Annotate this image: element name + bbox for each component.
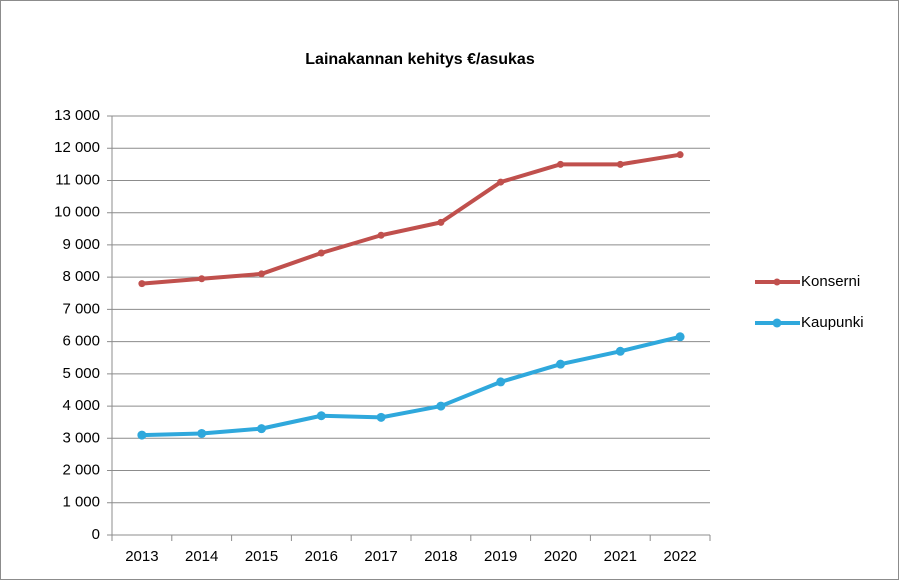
data-point (676, 151, 684, 159)
data-point (316, 411, 326, 421)
legend-marker (772, 318, 782, 328)
data-point (376, 412, 386, 422)
data-point (437, 218, 445, 226)
x-tick-label: 2017 (364, 548, 397, 565)
data-point (675, 332, 685, 342)
x-tick-label: 2019 (484, 548, 517, 565)
y-tick-label: 6 000 (62, 333, 100, 350)
y-tick-label: 8 000 (62, 268, 100, 285)
series-line (141, 334, 681, 438)
y-tick-label: 2 000 (62, 462, 100, 479)
data-point (317, 249, 325, 257)
y-tick-label: 0 (92, 526, 100, 543)
x-tick-label: 2016 (305, 548, 338, 565)
x-tick-label: 2021 (604, 548, 637, 565)
y-tick-label: 4 000 (62, 397, 100, 414)
x-tick-label: 2015 (245, 548, 278, 565)
data-point (436, 401, 446, 411)
data-point (138, 280, 146, 288)
data-point (497, 178, 505, 186)
legend-marker (773, 278, 781, 286)
y-tick-label: 10 000 (54, 204, 100, 221)
data-point (557, 160, 564, 168)
data-point (496, 377, 506, 387)
y-tick-label: 5 000 (62, 365, 100, 382)
series-line (141, 152, 681, 286)
chart-title: Lainakannan kehitys €/asukas (305, 51, 535, 68)
data-point (258, 270, 265, 278)
y-tick-label: 12 000 (54, 139, 100, 156)
y-tick-label: 3 000 (62, 429, 100, 446)
y-tick-label: 13 000 (54, 107, 100, 124)
data-point (197, 428, 207, 438)
legend-label: Kaupunki (801, 314, 864, 331)
y-tick-label: 7 000 (62, 300, 100, 317)
legend-label: Konserni (801, 273, 860, 290)
x-tick-label: 2014 (185, 548, 218, 565)
x-tick-label: 2022 (663, 548, 696, 565)
y-tick-label: 11 000 (55, 171, 100, 188)
x-tick-label: 2013 (125, 548, 158, 565)
data-point (556, 359, 565, 369)
x-tick-label: 2018 (424, 548, 457, 565)
y-tick-label: 1 000 (62, 494, 100, 511)
data-point (198, 275, 206, 283)
data-point (257, 424, 266, 434)
data-point (377, 231, 385, 239)
data-point (137, 430, 147, 440)
x-tick-label: 2020 (544, 548, 577, 565)
data-point (616, 160, 624, 168)
y-tick-label: 9 000 (62, 236, 100, 253)
data-point (615, 346, 625, 356)
